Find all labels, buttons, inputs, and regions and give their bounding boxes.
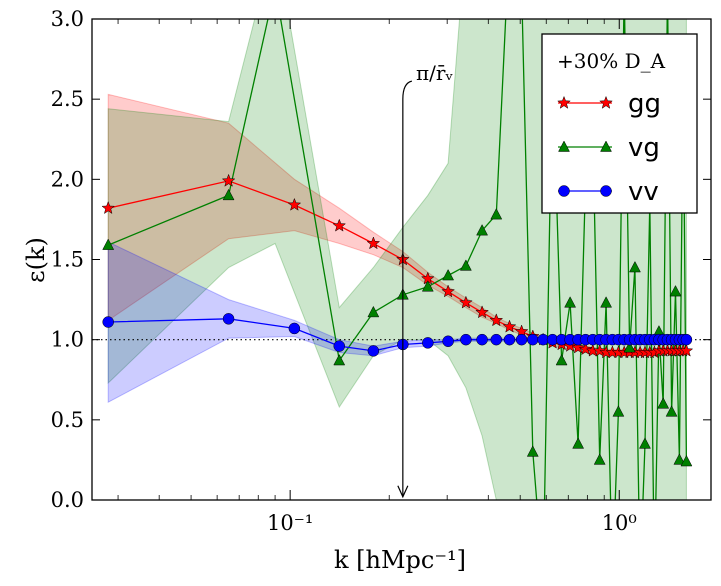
point-gg bbox=[578, 342, 593, 356]
point-vg bbox=[623, 341, 636, 353]
point-vg bbox=[564, 296, 577, 308]
point-gg bbox=[366, 236, 381, 250]
legend-label-vg: vg bbox=[628, 133, 660, 163]
point-vv bbox=[503, 333, 516, 346]
point-vg bbox=[526, 445, 539, 457]
legend-marker-vg bbox=[600, 140, 612, 152]
point-vv bbox=[442, 335, 454, 348]
tick-labels: 0.0 0.5 1.0 1.5 2.0 2.5 3.0 10⁻¹ 10⁰ bbox=[51, 7, 637, 535]
point-gg bbox=[679, 343, 694, 357]
point-vg bbox=[673, 453, 686, 465]
point-vg bbox=[572, 437, 585, 449]
point-vv bbox=[490, 333, 503, 346]
point-gg bbox=[441, 284, 455, 298]
point-vg bbox=[367, 305, 380, 318]
point-vg bbox=[333, 353, 346, 366]
legend-label-vv: vv bbox=[628, 177, 659, 207]
legend-title: +30% D_A bbox=[557, 49, 666, 73]
point-gg bbox=[221, 173, 236, 187]
point-vg bbox=[612, 405, 625, 417]
point-vv bbox=[367, 345, 380, 357]
annotation-group: π/r̄ᵥ bbox=[397, 61, 453, 499]
point-vv bbox=[333, 340, 346, 352]
legend: +30% D_A gg vg vv bbox=[541, 33, 698, 214]
annotation-label: π/r̄ᵥ bbox=[416, 61, 453, 85]
point-gg bbox=[459, 295, 473, 309]
point-gg bbox=[287, 197, 302, 211]
x-axis-label: k [hMpc⁻¹] bbox=[334, 546, 466, 574]
axis-ticks bbox=[92, 18, 711, 501]
point-vg bbox=[665, 405, 678, 417]
y-tick-label: 0.0 bbox=[51, 488, 84, 512]
x-tick-label: 10⁰ bbox=[602, 511, 637, 535]
point-vg bbox=[680, 454, 693, 467]
point-gg bbox=[332, 218, 347, 232]
point-vv bbox=[222, 313, 235, 325]
annotation-arrow bbox=[402, 80, 413, 497]
y-tick-label: 2.5 bbox=[51, 87, 84, 111]
point-vg bbox=[600, 296, 613, 308]
y-tick-label: 3.0 bbox=[51, 7, 84, 31]
point-vv bbox=[527, 333, 539, 346]
point-vv bbox=[102, 316, 114, 328]
point-vg bbox=[476, 224, 488, 236]
point-vg bbox=[593, 453, 606, 465]
point-vv bbox=[422, 337, 434, 349]
legend-marker-gg bbox=[557, 95, 571, 109]
point-vg bbox=[421, 280, 434, 292]
point-vg bbox=[222, 188, 235, 201]
legend-marker-vv bbox=[558, 185, 570, 197]
point-vv bbox=[288, 322, 301, 335]
point-vg bbox=[490, 208, 503, 220]
point-vg bbox=[459, 259, 472, 271]
y-tick-label: 1.0 bbox=[51, 328, 84, 352]
point-vg bbox=[669, 285, 682, 297]
point-gg bbox=[502, 319, 517, 333]
point-vv bbox=[515, 333, 528, 346]
y-tick-label: 1.5 bbox=[51, 248, 84, 272]
y-tick-label: 0.5 bbox=[51, 408, 84, 432]
legend-marker-vv bbox=[600, 185, 612, 197]
point-gg bbox=[475, 305, 489, 319]
point-gg bbox=[592, 343, 607, 357]
point-vg bbox=[102, 238, 115, 250]
legend-marker-vg bbox=[558, 140, 570, 152]
y-tick-label: 2.0 bbox=[51, 167, 84, 191]
point-vv bbox=[460, 333, 472, 346]
point-vg bbox=[657, 397, 670, 409]
point-gg bbox=[489, 313, 504, 327]
point-gg bbox=[101, 200, 116, 215]
annotation-arrowhead bbox=[397, 485, 409, 499]
legend-label-gg: gg bbox=[628, 89, 661, 119]
point-vg bbox=[442, 268, 455, 281]
point-vg bbox=[639, 437, 651, 449]
y-axis-label: ε(k) bbox=[22, 237, 50, 283]
point-vv bbox=[476, 333, 488, 346]
legend-marker-gg bbox=[599, 95, 613, 109]
point-vg bbox=[629, 260, 641, 273]
point-gg bbox=[571, 340, 585, 354]
point-vv bbox=[680, 333, 693, 346]
legend-box bbox=[541, 33, 698, 214]
point-vg bbox=[555, 353, 568, 366]
x-tick-label: 10⁻¹ bbox=[267, 511, 313, 535]
